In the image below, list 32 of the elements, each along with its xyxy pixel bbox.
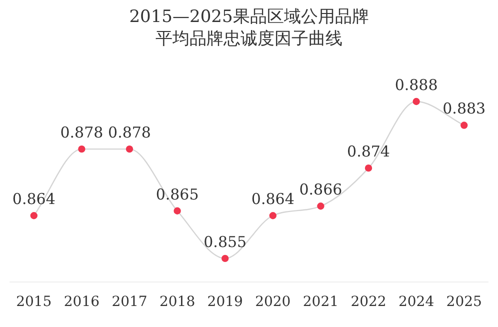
x-tick-label: 2024	[398, 294, 434, 310]
point	[174, 207, 181, 214]
point	[364, 164, 372, 172]
x-tick-label: 2015	[16, 294, 52, 310]
data-label: 0.883	[442, 100, 486, 118]
x-tick-label: 2018	[159, 294, 196, 310]
x-tick-label: 2020	[255, 294, 291, 310]
point	[460, 122, 468, 129]
data-label: 0.865	[156, 185, 199, 204]
point	[222, 254, 229, 262]
data-label: 0.864	[251, 190, 294, 208]
chart-title: 2015—2025果品区域公用品牌	[128, 6, 370, 28]
point	[78, 145, 86, 153]
x-tick-label: 2017	[112, 294, 148, 310]
data-label: 0.888	[394, 76, 438, 94]
chart-subtitle: 平均品牌忠诚度因子曲线	[154, 28, 344, 50]
data-label: 0.855	[204, 232, 247, 251]
data-label: 0.866	[299, 180, 342, 199]
point	[30, 212, 38, 220]
point	[412, 98, 420, 106]
point	[269, 212, 276, 220]
x-tick-label: 2021	[302, 294, 339, 310]
data-label: 0.878	[108, 123, 151, 142]
data-label: 0.864	[12, 190, 56, 208]
x-tick-label: 2025	[446, 294, 482, 310]
point	[126, 145, 134, 153]
x-tick-label: 2022	[350, 294, 386, 310]
x-tick-label: 2016	[64, 294, 100, 310]
x-tick-label: 2019	[207, 294, 243, 310]
data-label: 0.878	[60, 123, 104, 142]
point	[317, 202, 324, 210]
data-label: 0.874	[347, 142, 390, 160]
